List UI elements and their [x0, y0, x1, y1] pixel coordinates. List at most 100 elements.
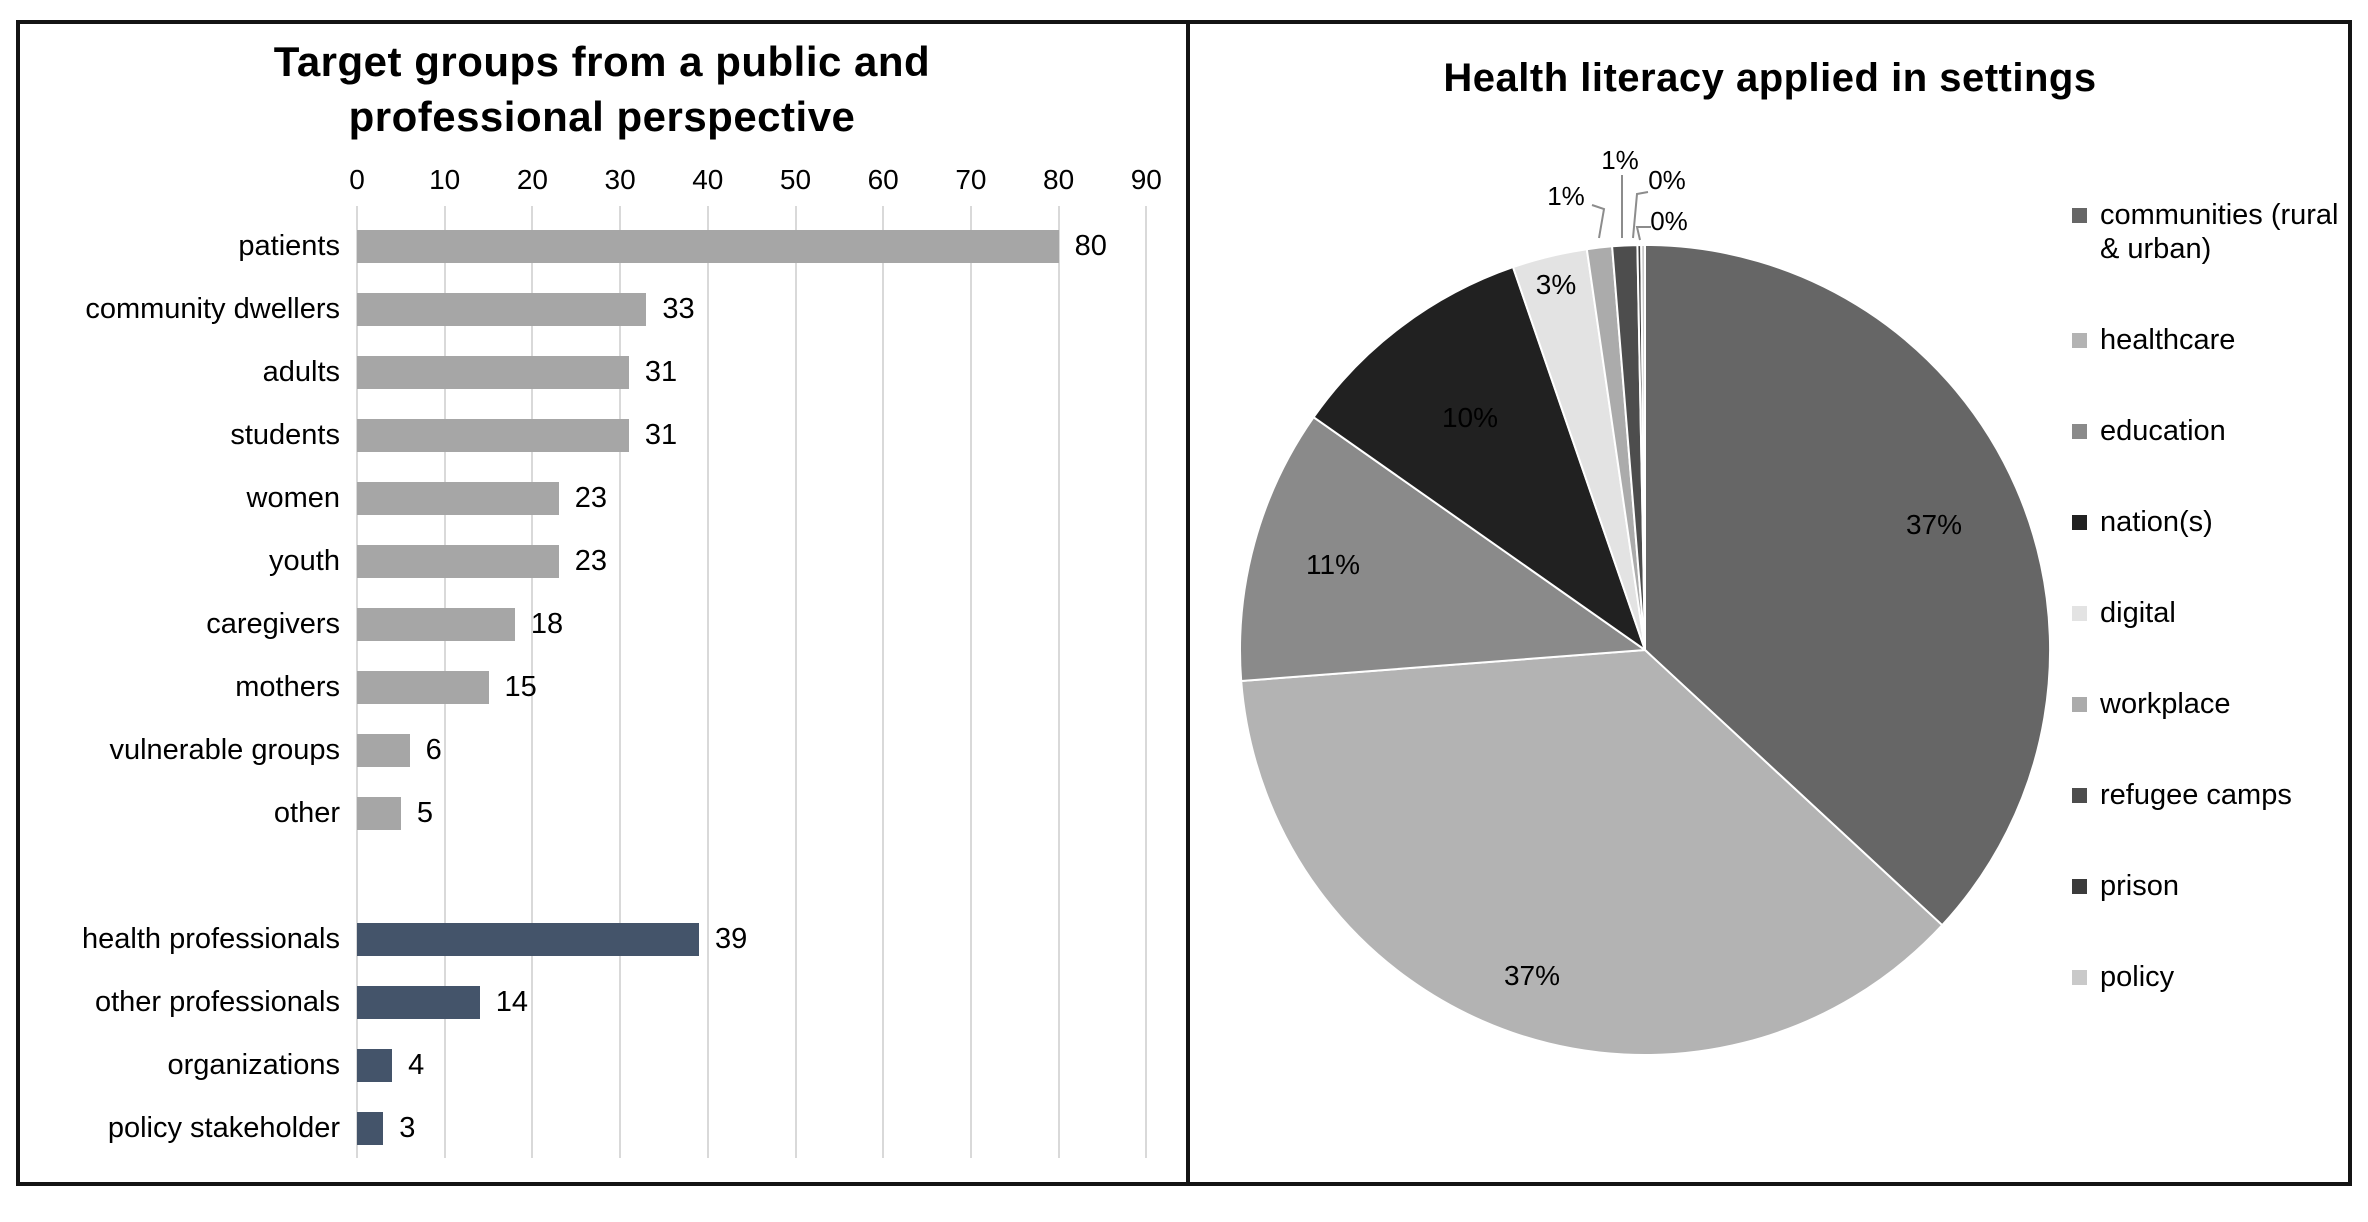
bar	[357, 545, 559, 578]
bar	[357, 1112, 384, 1145]
panel-divider	[1186, 20, 1190, 1186]
bar-axis-tick: 30	[604, 164, 636, 195]
bar-axis-tick: 50	[779, 164, 812, 195]
pie-data-label-workplace: 1%	[1547, 181, 1585, 211]
bar-axis-tick: 70	[955, 164, 987, 195]
bar-value-label: 6	[425, 734, 442, 766]
bar	[357, 1049, 393, 1082]
bar-gridline	[1057, 206, 1060, 1158]
bar-gridline	[969, 206, 972, 1158]
bar-gridline	[706, 206, 709, 1158]
bar-value-label: 23	[574, 482, 607, 514]
legend-item-workplace: workplace	[2072, 687, 2352, 721]
bar	[357, 356, 629, 389]
legend-marker-education	[2072, 424, 2087, 439]
bar	[357, 734, 410, 767]
pie-data-label-education: 11%	[1306, 549, 1360, 580]
pie-slice-policy	[1640, 243, 1646, 651]
pie-chart-title: Health literacy applied in settings	[1443, 56, 2097, 100]
bar-axis-tick: 40	[692, 164, 724, 195]
legend-marker-refugee-camps	[2072, 788, 2087, 803]
bar-gridline	[619, 206, 622, 1158]
pie-data-label-nation-s: 10%	[1442, 402, 1498, 433]
pie-data-label-refugee-camps: 1%	[1601, 145, 1639, 175]
bar-axis-tick: 80	[1043, 164, 1075, 195]
bar-value-label: 80	[1074, 230, 1107, 262]
pie-leader-line-workplace	[1591, 204, 1606, 239]
bar-category-label: students	[230, 419, 340, 451]
legend-item-communities-rural-urban: communities (rural & urban)	[2072, 198, 2352, 266]
legend-label: communities (rural & urban)	[2100, 199, 2339, 265]
pie-data-label-communities-rural-urban: 37%	[1906, 509, 1962, 540]
bar-category-label: health professionals	[82, 923, 340, 955]
bar-value-label: 15	[504, 671, 537, 703]
legend-item-education: education	[2072, 414, 2352, 448]
bar	[357, 986, 480, 1019]
bar-axis-tick: 90	[1130, 164, 1162, 195]
bar-category-label: patients	[238, 230, 340, 262]
bar-value-label: 33	[662, 293, 695, 325]
bar	[357, 230, 1059, 263]
pie-slice-healthcare	[1240, 649, 1944, 1057]
legend-item-nation-s: nation(s)	[2072, 505, 2352, 539]
pie-chart: 37% 37% 11% 10% 3% 1% 1% 0% 0%	[1239, 145, 2052, 1057]
bar-category-label: youth	[269, 545, 340, 577]
bar-value-label: 23	[574, 545, 607, 577]
bar-value-label: 31	[644, 419, 678, 451]
legend-item-policy: policy	[2072, 960, 2352, 994]
bar-value-label: 3	[399, 1112, 416, 1144]
bar	[357, 671, 489, 704]
pie-data-label-digital: 3%	[1536, 269, 1576, 300]
legend-label: policy	[2100, 961, 2175, 993]
bar-value-label: 14	[495, 986, 529, 1018]
bar-category-label: policy stakeholder	[107, 1112, 340, 1144]
legend-item-healthcare: healthcare	[2072, 323, 2352, 357]
bar-axis-tick: 60	[867, 164, 899, 195]
bar-category-label: caregivers	[206, 608, 340, 640]
pie-data-label-healthcare: 37%	[1504, 960, 1560, 991]
pie-leader-line-prison	[1632, 191, 1649, 239]
bar-axis-tick: 20	[516, 164, 548, 195]
legend-label: digital	[2100, 597, 2176, 629]
bar-gridline	[882, 206, 885, 1158]
pie-leader-line-policy	[1635, 226, 1651, 241]
legend-marker-communities-rural-urban	[2072, 208, 2087, 223]
bar-category-label: other	[273, 797, 340, 829]
legend-marker-prison	[2072, 879, 2087, 894]
legend-item-prison: prison	[2072, 869, 2352, 903]
bar-category-label: vulnerable groups	[109, 734, 340, 766]
legend-marker-nation-s	[2072, 515, 2087, 530]
bar	[357, 608, 515, 641]
pie-slice-nation-s	[1312, 266, 1646, 651]
bar-chart-title: Target groups from a public and professi…	[273, 38, 931, 140]
bar-value-label: 18	[530, 608, 564, 640]
bar-value-label: 39	[715, 923, 748, 955]
legend-marker-digital	[2072, 606, 2087, 621]
legend-item-refugee-camps: refugee camps	[2072, 778, 2352, 812]
bar-value-label: 4	[408, 1049, 425, 1081]
bar	[357, 419, 629, 452]
figure-border	[16, 20, 2352, 1186]
bar-category-label: women	[246, 482, 341, 514]
bar-category-label: mothers	[235, 671, 340, 703]
bar	[357, 293, 647, 326]
pie-legend: communities (rural & urban) healthcare edu…	[2072, 198, 2352, 994]
bar-axis-tick: 10	[429, 164, 461, 195]
legend-label: nation(s)	[2100, 506, 2213, 538]
legend-marker-policy	[2072, 970, 2087, 985]
legend-label: workplace	[2100, 688, 2231, 720]
legend-label: prison	[2100, 870, 2179, 902]
legend-marker-workplace	[2072, 697, 2087, 712]
bar-category-label: other professionals	[94, 986, 340, 1018]
bar-axis-tick: 0	[349, 164, 365, 195]
bar-category-label: community dwellers	[85, 293, 340, 325]
legend-label: education	[2100, 415, 2226, 447]
pie-slice-education	[1239, 416, 1646, 682]
pie-data-label-prison: 0%	[1648, 165, 1686, 195]
bar	[357, 797, 401, 830]
bar-value-label: 5	[416, 797, 433, 829]
legend-label: refugee camps	[2100, 779, 2292, 811]
bar	[357, 482, 559, 515]
pie-data-label-policy: 0%	[1650, 206, 1688, 236]
